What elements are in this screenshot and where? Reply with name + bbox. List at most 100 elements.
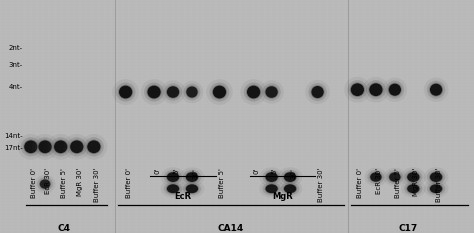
Ellipse shape <box>212 85 227 99</box>
Ellipse shape <box>181 81 203 103</box>
Ellipse shape <box>146 85 162 99</box>
Ellipse shape <box>40 179 50 189</box>
Ellipse shape <box>430 84 442 96</box>
Ellipse shape <box>310 85 325 99</box>
Text: EcR: EcR <box>174 192 191 201</box>
Ellipse shape <box>344 77 371 103</box>
Ellipse shape <box>166 85 180 99</box>
Ellipse shape <box>259 80 284 104</box>
Ellipse shape <box>23 139 38 154</box>
Ellipse shape <box>347 80 367 99</box>
Ellipse shape <box>264 184 279 194</box>
Ellipse shape <box>283 184 297 194</box>
Text: EcR 30': EcR 30' <box>376 168 382 194</box>
Ellipse shape <box>210 82 229 102</box>
Ellipse shape <box>284 172 296 182</box>
Text: 5': 5' <box>272 168 278 174</box>
Ellipse shape <box>51 137 71 156</box>
Ellipse shape <box>385 81 404 99</box>
Text: 3nt-: 3nt- <box>9 62 23 68</box>
Text: 17nt-: 17nt- <box>4 145 23 151</box>
Ellipse shape <box>429 83 443 97</box>
Ellipse shape <box>259 167 284 187</box>
Ellipse shape <box>264 85 279 99</box>
Ellipse shape <box>141 79 167 105</box>
Ellipse shape <box>369 172 383 182</box>
Ellipse shape <box>265 86 278 98</box>
Text: 30': 30' <box>192 168 198 179</box>
Ellipse shape <box>24 140 37 153</box>
Text: Buffer 5': Buffer 5' <box>219 168 226 198</box>
Text: 0': 0' <box>254 168 260 174</box>
Ellipse shape <box>182 182 201 195</box>
Ellipse shape <box>407 172 419 182</box>
Text: Buffer 5': Buffer 5' <box>61 168 67 198</box>
Ellipse shape <box>167 184 179 193</box>
Text: 5': 5' <box>173 168 179 174</box>
Ellipse shape <box>54 140 67 153</box>
Ellipse shape <box>116 82 136 102</box>
Ellipse shape <box>144 82 164 102</box>
Ellipse shape <box>404 170 422 185</box>
Ellipse shape <box>213 86 226 99</box>
Text: C17: C17 <box>399 224 418 233</box>
Ellipse shape <box>186 184 198 193</box>
Text: MgR: MgR <box>272 192 293 201</box>
Ellipse shape <box>363 77 389 103</box>
Ellipse shape <box>244 82 264 102</box>
Ellipse shape <box>53 139 68 154</box>
Ellipse shape <box>185 86 199 99</box>
Ellipse shape <box>161 80 185 104</box>
Ellipse shape <box>265 184 278 193</box>
Ellipse shape <box>429 184 443 194</box>
Ellipse shape <box>383 78 407 102</box>
Ellipse shape <box>278 167 302 187</box>
Ellipse shape <box>406 184 420 194</box>
Ellipse shape <box>389 84 401 96</box>
Ellipse shape <box>429 171 443 183</box>
Text: Buffer 30': Buffer 30' <box>436 168 442 202</box>
Ellipse shape <box>81 134 107 160</box>
Ellipse shape <box>264 171 279 183</box>
Ellipse shape <box>112 79 139 105</box>
Ellipse shape <box>87 140 100 153</box>
Ellipse shape <box>39 179 51 189</box>
Ellipse shape <box>368 82 383 97</box>
Ellipse shape <box>350 82 365 97</box>
Ellipse shape <box>305 80 330 104</box>
Ellipse shape <box>246 85 261 99</box>
Ellipse shape <box>262 83 281 101</box>
Ellipse shape <box>37 139 53 154</box>
Ellipse shape <box>167 172 179 182</box>
Ellipse shape <box>167 86 179 98</box>
Ellipse shape <box>180 167 204 187</box>
Ellipse shape <box>265 172 278 182</box>
Ellipse shape <box>424 180 448 198</box>
Ellipse shape <box>166 184 180 194</box>
Ellipse shape <box>47 134 74 160</box>
Ellipse shape <box>383 168 406 186</box>
Ellipse shape <box>84 137 104 156</box>
Ellipse shape <box>206 79 233 105</box>
Ellipse shape <box>401 167 426 187</box>
Ellipse shape <box>182 170 201 185</box>
Ellipse shape <box>64 134 90 160</box>
Text: Buffer 0': Buffer 0' <box>357 168 364 198</box>
Ellipse shape <box>164 182 182 195</box>
Ellipse shape <box>18 134 44 160</box>
Ellipse shape <box>161 180 185 198</box>
Ellipse shape <box>147 86 161 99</box>
Text: 0': 0' <box>154 168 160 174</box>
Text: 14nt-: 14nt- <box>4 133 23 139</box>
Ellipse shape <box>389 172 401 182</box>
Text: Buffer 30': Buffer 30' <box>318 168 324 202</box>
Ellipse shape <box>388 172 401 182</box>
Text: Buffer 0': Buffer 0' <box>31 168 37 198</box>
Ellipse shape <box>259 180 284 198</box>
Text: Buffer 0': Buffer 0' <box>126 168 132 198</box>
Ellipse shape <box>365 168 387 186</box>
Ellipse shape <box>427 81 446 99</box>
Ellipse shape <box>351 83 364 96</box>
Ellipse shape <box>430 184 442 193</box>
Ellipse shape <box>186 86 198 98</box>
